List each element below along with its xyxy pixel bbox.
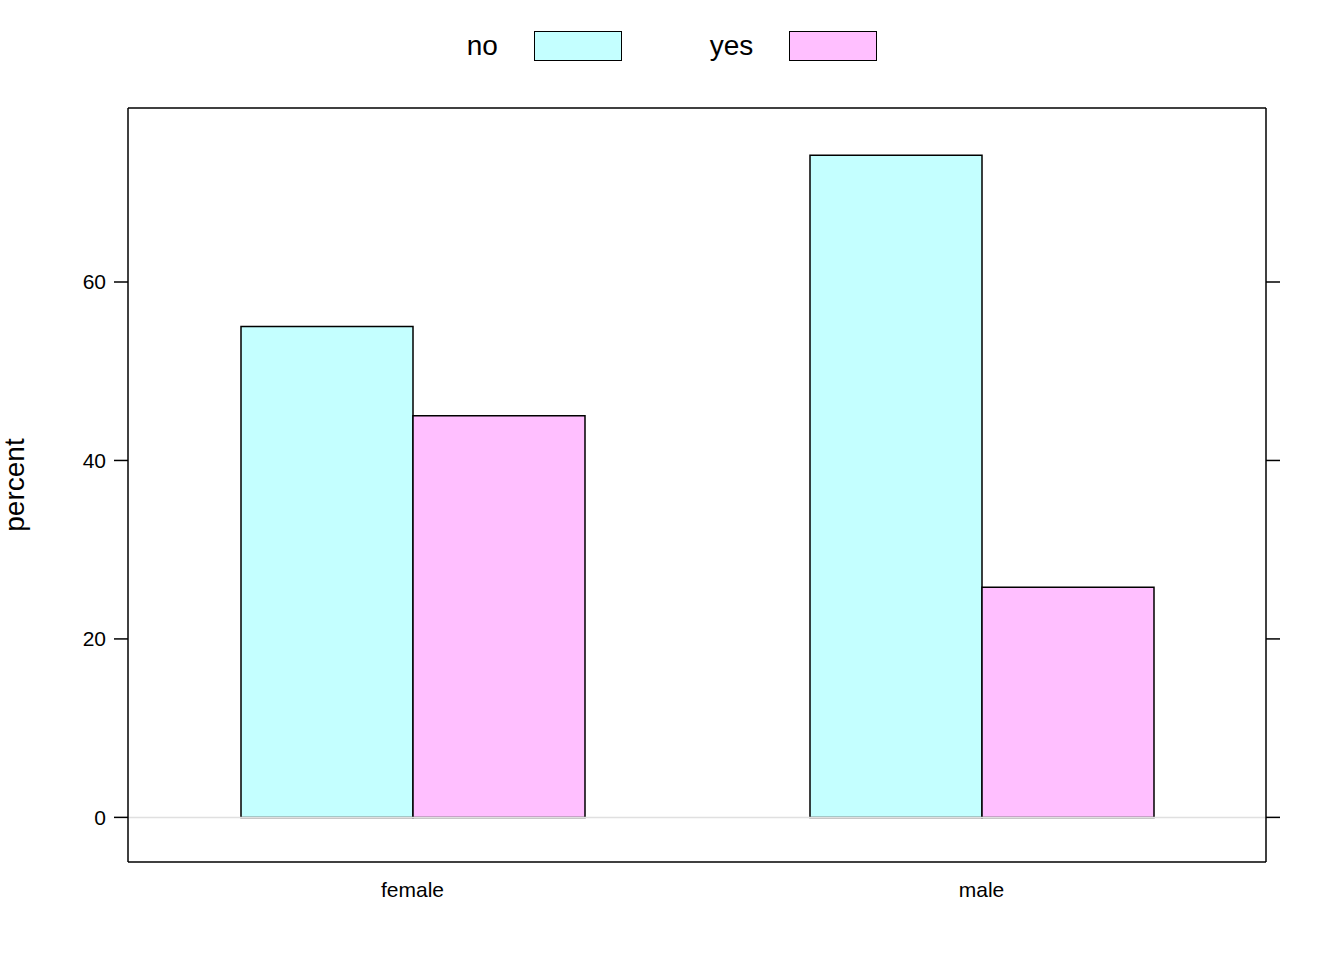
- html-text:no: no: [466, 30, 498, 61]
- svg-text:60: 60: [83, 270, 106, 293]
- svg-text:percent: percent: [8, 438, 30, 532]
- svg-text:female: female: [381, 878, 444, 901]
- svg-text:20: 20: [83, 627, 106, 650]
- svg-text:40: 40: [83, 449, 106, 472]
- html-text:yes: yes: [709, 30, 754, 61]
- svg-text:0: 0: [94, 806, 106, 829]
- svg-text:male: male: [959, 878, 1005, 901]
